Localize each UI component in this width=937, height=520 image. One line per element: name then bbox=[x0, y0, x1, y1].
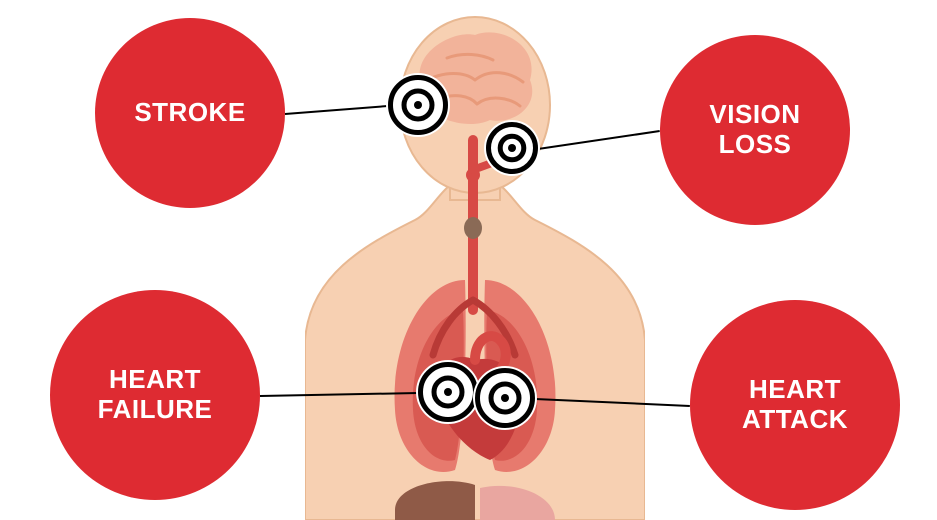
label-text: HEART ATTACK bbox=[742, 375, 848, 435]
brain-target bbox=[384, 71, 452, 139]
heart-target-right bbox=[471, 364, 539, 432]
label-text: STROKE bbox=[134, 98, 245, 128]
label-text: VISION LOSS bbox=[709, 100, 800, 160]
body-illustration bbox=[305, 10, 645, 520]
label-stroke: STROKE bbox=[95, 18, 285, 208]
label-heart-failure: HEART FAILURE bbox=[50, 290, 260, 500]
larynx-node bbox=[464, 217, 482, 239]
label-heart-attack: HEART ATTACK bbox=[690, 300, 900, 510]
label-vision-loss: VISION LOSS bbox=[660, 35, 850, 225]
label-text: HEART FAILURE bbox=[98, 365, 213, 425]
eye-target bbox=[482, 118, 542, 178]
infographic-stage: STROKE VISION LOSS HEART FAILURE HEART ATTA… bbox=[0, 0, 937, 520]
